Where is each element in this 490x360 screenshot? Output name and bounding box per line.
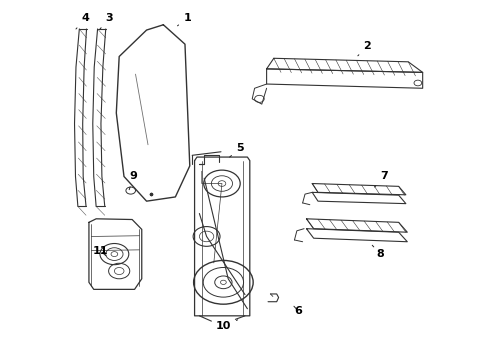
Text: 4: 4 — [76, 13, 90, 29]
Text: 3: 3 — [100, 13, 113, 29]
Text: 9: 9 — [129, 171, 138, 190]
Text: 2: 2 — [358, 41, 371, 56]
Text: 5: 5 — [230, 143, 244, 157]
Text: 8: 8 — [372, 245, 384, 259]
Text: 10: 10 — [216, 320, 238, 332]
Text: 6: 6 — [294, 306, 302, 315]
Text: 11: 11 — [92, 246, 108, 256]
Text: 1: 1 — [177, 13, 191, 26]
Text: 7: 7 — [375, 171, 388, 187]
